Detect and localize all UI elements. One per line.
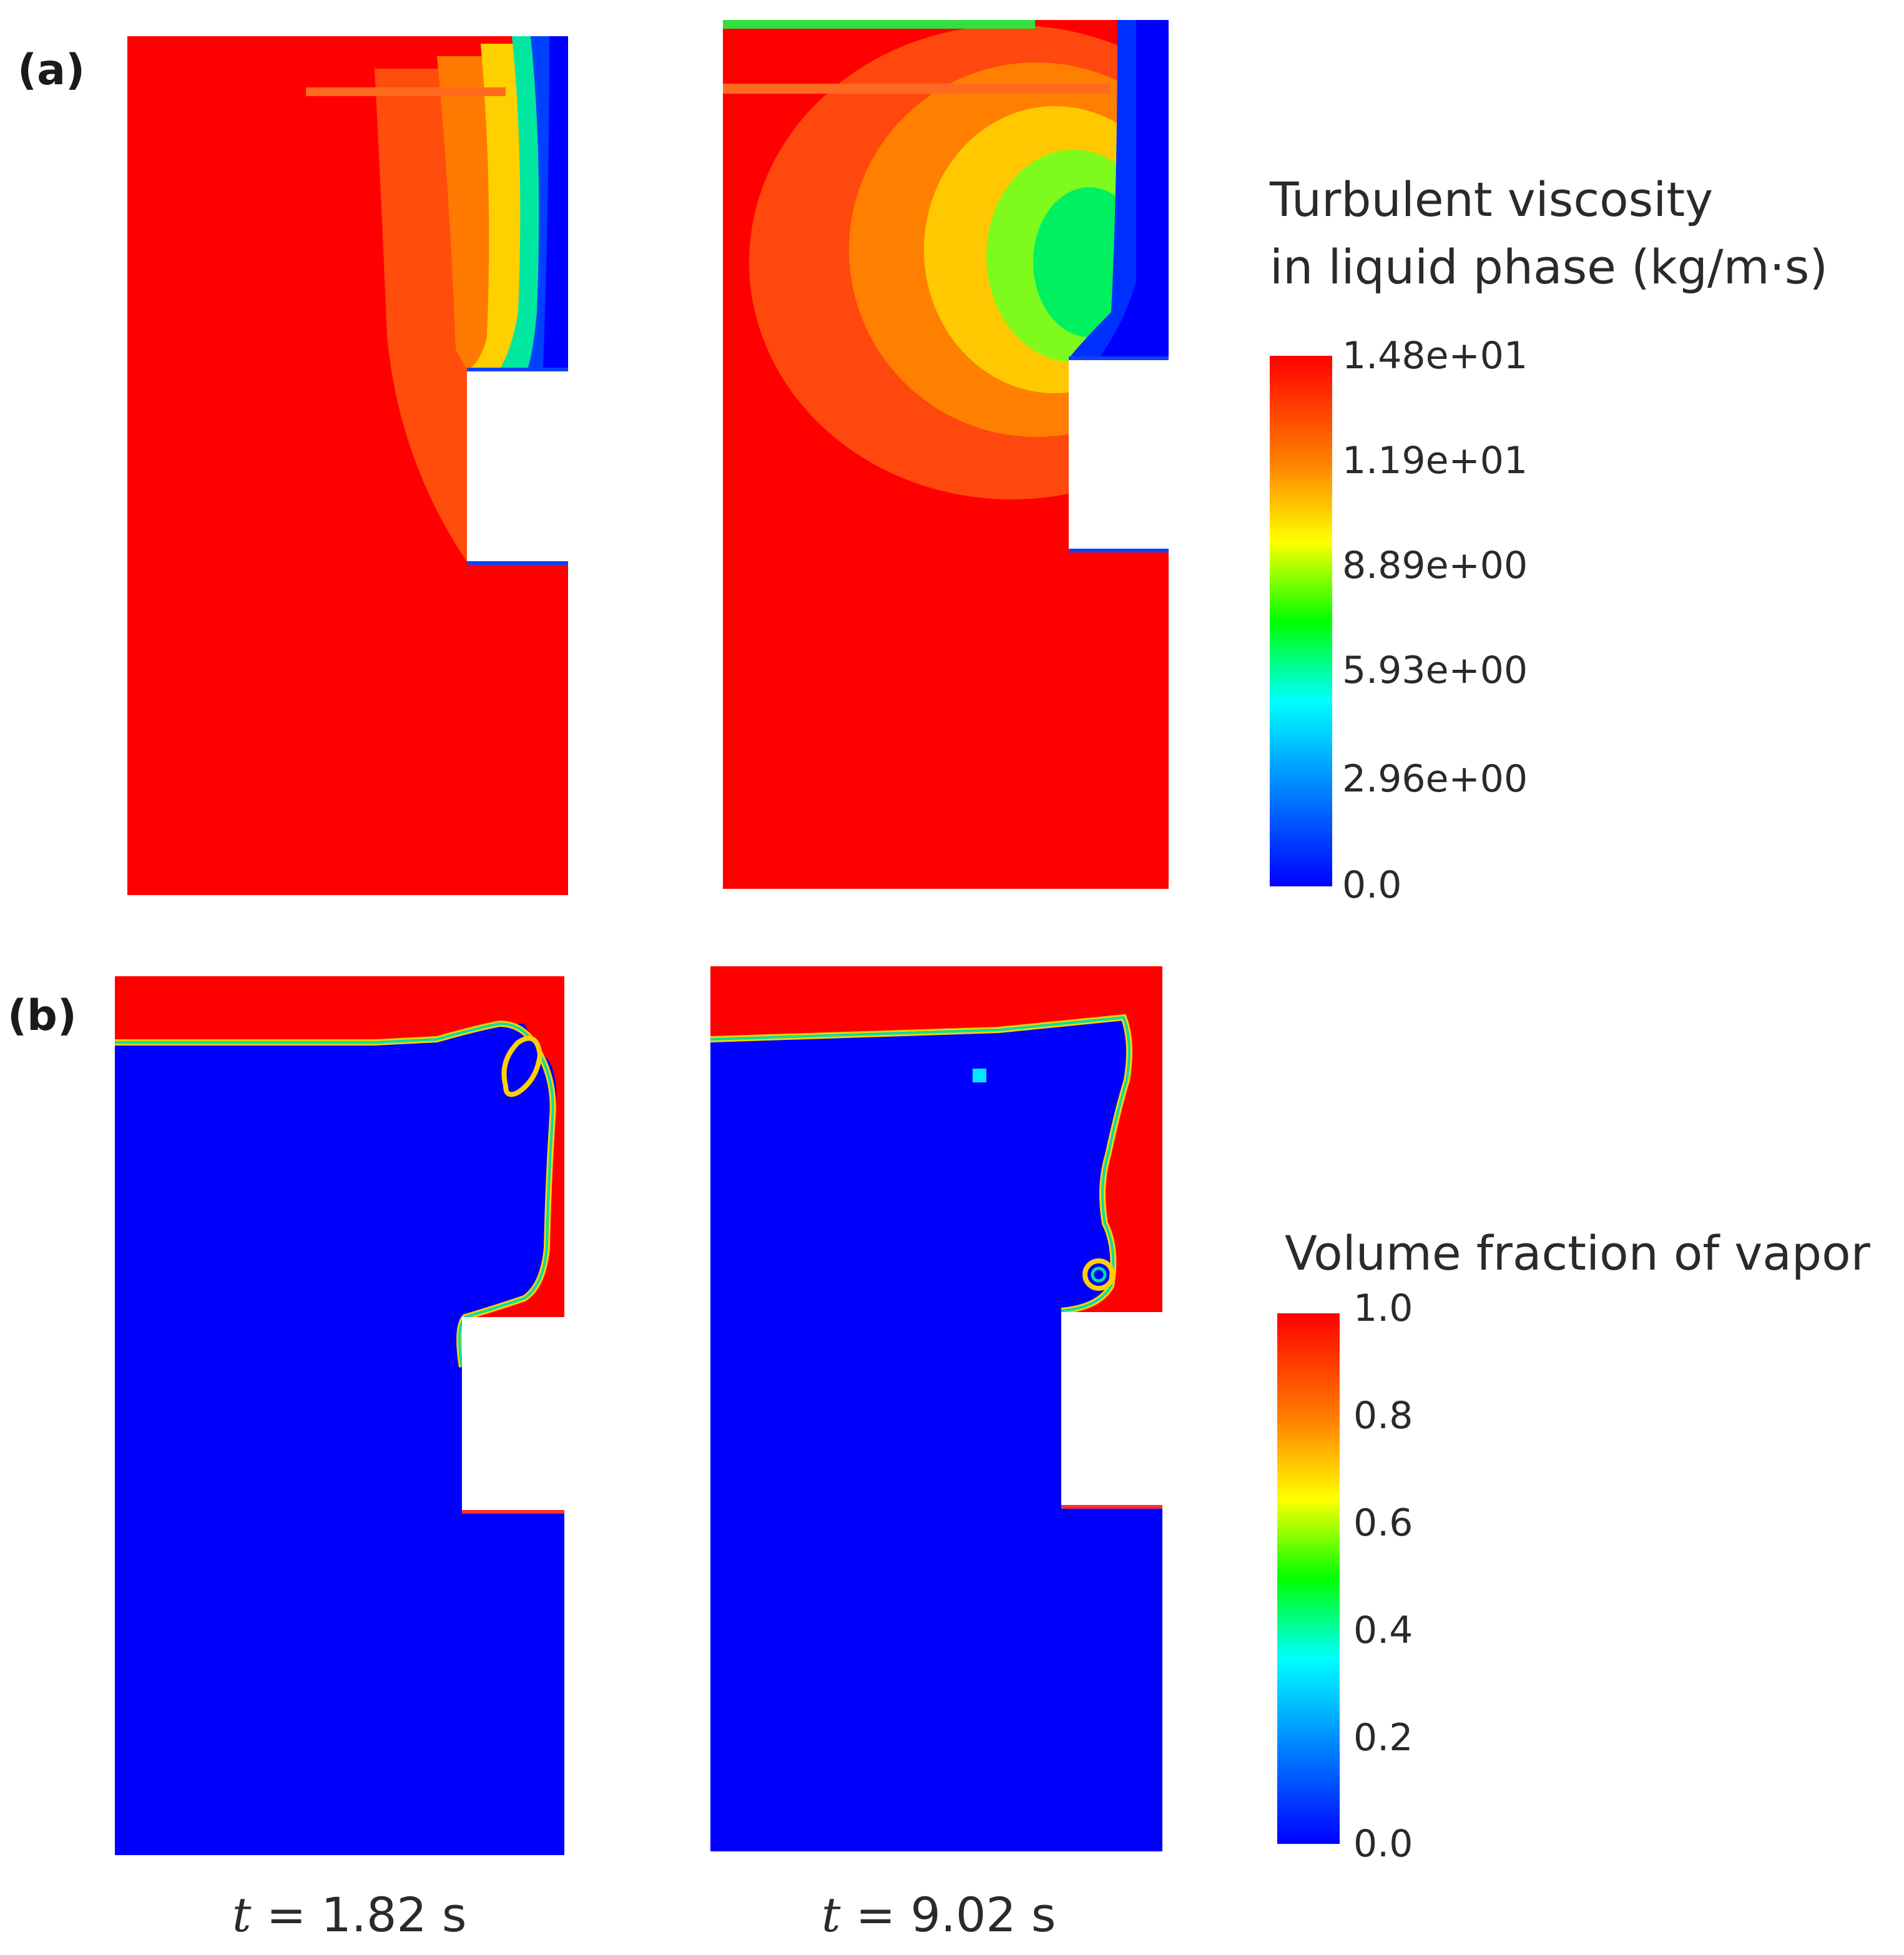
time-value: = 1.82 s xyxy=(252,1887,467,1943)
legend-a-tick: 5.93e+00 xyxy=(1342,649,1528,692)
legend-a-tick: 1.19e+01 xyxy=(1342,439,1528,483)
legend-a-tick: 1.48e+01 xyxy=(1342,334,1528,378)
legend-a-title-line1: Turbulent viscosity xyxy=(1269,172,1713,227)
legend-b-tick: 1.0 xyxy=(1353,1286,1413,1330)
time-label-left: t = 1.82 s xyxy=(232,1887,467,1943)
vapor-fraction-plot-left xyxy=(115,976,564,1855)
legend-b-tick: 0.0 xyxy=(1353,1822,1413,1866)
legend-b-colorbar xyxy=(1277,1313,1340,1844)
time-label-right: t = 9.02 s xyxy=(822,1887,1056,1943)
legend-b-tick: 0.8 xyxy=(1353,1394,1413,1438)
legend-a-colorbar xyxy=(1270,356,1332,886)
legend-vapor-fraction: Volume fraction of vapor 1.0 0.8 0.6 0.4… xyxy=(1277,1225,1871,1866)
legend-b-tick: 0.2 xyxy=(1353,1716,1413,1760)
legend-b-title: Volume fraction of vapor xyxy=(1285,1225,1871,1281)
legend-a-tick: 0.0 xyxy=(1342,863,1401,907)
time-var: t xyxy=(232,1887,252,1943)
legend-a-title-line2: in liquid phase (kg/m·s) xyxy=(1270,239,1828,295)
turbulence-plot-left xyxy=(127,36,568,895)
legend-b-tick: 0.4 xyxy=(1353,1609,1413,1652)
legend-a-tick: 8.89e+00 xyxy=(1342,544,1528,587)
panel-a-label: (a) xyxy=(17,46,85,95)
turbulence-plot-right xyxy=(624,0,1293,906)
time-value: = 9.02 s xyxy=(841,1887,1056,1943)
panel-b-label: (b) xyxy=(7,991,77,1041)
legend-a-tick: 2.96e+00 xyxy=(1342,757,1528,801)
vapor-fraction-plot-right xyxy=(710,966,1162,1851)
time-var: t xyxy=(822,1887,841,1943)
legend-turbulent-viscosity: Turbulent viscosity in liquid phase (kg/… xyxy=(1269,172,1828,907)
legend-b-tick: 0.6 xyxy=(1353,1501,1413,1545)
